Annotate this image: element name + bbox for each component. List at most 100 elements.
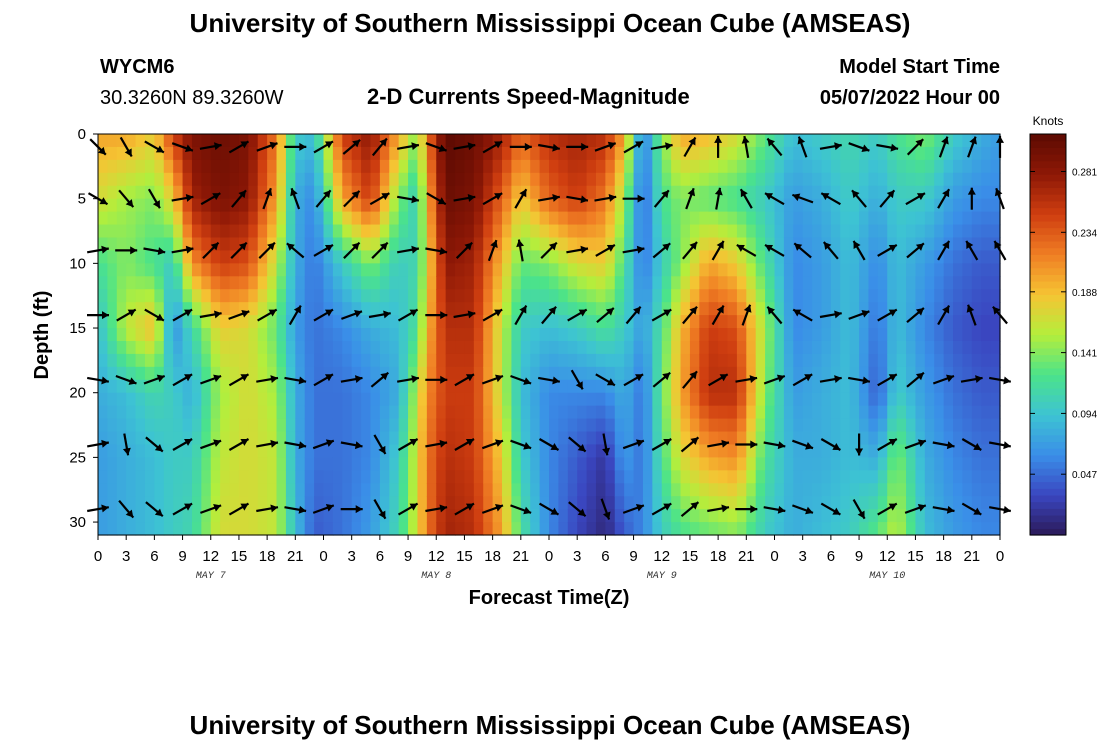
heat-cell [906,496,917,510]
heat-cell [661,250,672,264]
vector-head [464,242,473,251]
current-vector [596,307,615,324]
heat-cell [943,444,954,458]
heat-cell [755,315,766,329]
heat-cell [502,302,513,316]
vector-head [495,439,503,447]
heat-cell [971,237,982,252]
heat-cell [934,496,945,510]
heat-cell [840,405,851,420]
date-label: MAY 7 [196,571,226,582]
heat-cell [661,302,672,316]
heat-cell [398,172,409,187]
heat-cell [323,250,334,264]
heat-cell [351,302,362,316]
heat-cell [990,470,1001,484]
heat-cell [821,185,832,200]
heat-cell [718,366,729,381]
heat-cell [370,159,381,174]
heat-cell [379,315,390,329]
current-vector [340,441,363,450]
heat-cell [652,302,663,316]
heat-cell [783,185,794,200]
heat-cell [718,315,729,329]
heat-cell [934,457,945,471]
heat-cell [445,211,456,226]
vector-head [101,245,109,254]
heat-cell [896,250,907,264]
heat-cell [351,431,362,446]
heat-cell [144,444,155,458]
heat-cell [436,483,447,497]
heat-cell [680,444,691,458]
heat-cell [689,211,700,226]
heat-cell [877,185,888,200]
vector-head [552,376,560,385]
heat-cell [924,522,935,536]
heat-cell [661,496,672,510]
heat-cell [361,276,372,290]
heat-cell [812,444,823,458]
heat-cell [238,276,249,290]
heat-cell [699,483,710,497]
heat-cell [276,263,287,277]
heat-cell [896,457,907,471]
heat-cell [614,276,625,290]
heat-cell [520,328,531,342]
heat-cell [342,431,353,446]
heat-cell [154,276,165,290]
x-tick-label: 6 [376,548,384,565]
heat-cell [464,315,475,329]
heat-cell [154,509,165,523]
heat-cell [849,353,860,368]
current-vector [171,194,194,202]
heat-cell [267,457,278,471]
heat-cell [924,315,935,329]
current-vector [568,436,587,453]
vector-head [467,194,476,202]
heat-cell [981,250,992,264]
heat-cell [285,211,296,226]
heat-cell [877,431,888,446]
x-tick-label: 12 [428,548,445,565]
heat-cell [642,328,653,342]
vector-head [834,310,842,319]
heat-cell [633,172,644,187]
current-vector [906,138,924,156]
heat-cell [680,418,691,433]
heat-cell [210,379,221,394]
vector-head [662,372,671,381]
vector-head [157,247,166,256]
heat-cell [502,509,513,523]
heat-cell [642,392,653,407]
heat-cell [257,172,268,187]
current-vector [482,192,503,206]
heat-cell [577,457,588,471]
heat-cell [868,366,879,381]
heat-cell [642,366,653,381]
heat-cell [755,431,766,446]
heat-cell [859,315,870,329]
heat-cell [558,405,569,420]
heat-cell [971,328,982,342]
heat-cell [511,328,522,342]
heat-cell [924,172,935,187]
heat-cell [436,250,447,264]
heat-cell [492,146,503,161]
model-start-label: Model Start Time [839,56,1000,78]
heat-cell [238,328,249,342]
heat-cell [699,211,710,226]
current-vector [200,192,221,206]
vector-head [797,136,806,145]
heat-cell [107,263,118,277]
heat-cell [163,418,174,433]
current-vector [566,195,589,204]
heat-cell [464,211,475,226]
heat-cell [549,522,559,536]
heat-cell [445,250,456,264]
heat-cell [558,418,569,433]
heat-cell [605,483,616,497]
heat-cell [511,418,522,433]
heat-cell [934,172,945,187]
heat-cell [746,237,757,252]
